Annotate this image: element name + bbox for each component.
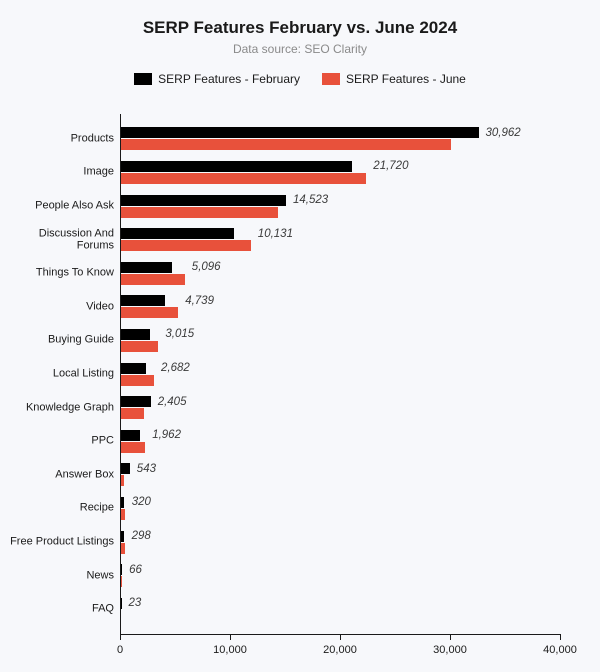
bar-feb [121,598,122,609]
category-label: News [4,569,114,582]
category-label: Discussion And Forums [4,227,114,252]
x-tick [340,634,341,640]
x-tick [230,634,231,640]
value-label: 30,962 [486,127,521,139]
value-label: 320 [132,496,151,508]
bar-jun [121,543,125,554]
bar-feb [121,262,172,273]
category-label: Free Product Listings [4,536,114,549]
legend-swatch-feb [134,73,152,85]
category-label: Knowledge Graph [4,401,114,414]
bar-jun [121,576,122,587]
category-label: Buying Guide [4,334,114,347]
chart-title: SERP Features February vs. June 2024 [0,0,600,38]
bar-jun [121,207,278,218]
category-label: Recipe [4,502,114,515]
bar-jun [121,307,178,318]
value-label: 543 [137,463,156,475]
bar-jun [121,509,125,520]
category-label: FAQ [4,603,114,616]
legend-label-feb: SERP Features - February [158,72,300,86]
legend-label-jun: SERP Features - June [346,72,466,86]
x-tick-label: 20,000 [323,644,357,656]
category-label: Image [4,166,114,179]
x-tick-label: 10,000 [213,644,247,656]
legend-swatch-jun [322,73,340,85]
value-label: 23 [129,597,142,609]
serp-features-chart: SERP Features February vs. June 2024 Dat… [0,0,600,672]
bar-jun [121,139,451,150]
value-label: 2,682 [161,362,190,374]
value-label: 298 [132,530,151,542]
bar-jun [121,341,158,352]
category-label: Video [4,300,114,313]
bar-feb [121,161,352,172]
bar-feb [121,430,140,441]
x-tick [450,634,451,640]
category-label: Answer Box [4,468,114,481]
value-label: 14,523 [293,194,328,206]
value-label: 5,096 [192,261,221,273]
value-label: 4,739 [185,295,214,307]
bar-feb [121,228,234,239]
category-label: People Also Ask [4,200,114,213]
bar-jun [121,475,124,486]
bar-feb [121,127,479,138]
bar-feb [121,396,151,407]
bar-feb [121,363,146,374]
x-tick [120,634,121,640]
category-label: Local Listing [4,368,114,381]
legend-item-jun: SERP Features - June [322,72,466,86]
x-tick-label: 0 [117,644,123,656]
x-tick-label: 30,000 [433,644,467,656]
bar-feb [121,329,150,340]
value-label: 1,962 [152,429,181,441]
category-label: PPC [4,435,114,448]
value-label: 3,015 [165,328,194,340]
bar-feb [121,463,130,474]
category-label: Things To Know [4,267,114,280]
value-label: 2,405 [158,396,187,408]
bar-jun [121,408,144,419]
value-label: 66 [129,564,142,576]
x-tick-label: 40,000 [543,644,577,656]
legend-item-feb: SERP Features - February [134,72,300,86]
x-tick [560,634,561,640]
bar-feb [121,195,286,206]
plot-area: 010,00020,00030,00040,000Products30,962I… [120,114,560,634]
legend: SERP Features - February SERP Features -… [0,72,600,86]
bar-feb [121,497,124,508]
bar-feb [121,295,165,306]
bar-jun [121,274,185,285]
bar-jun [121,442,145,453]
bar-jun [121,240,251,251]
value-label: 10,131 [258,228,293,240]
chart-subtitle: Data source: SEO Clarity [0,42,600,56]
bar-jun [121,173,366,184]
value-label: 21,720 [373,160,408,172]
bar-feb [121,531,124,542]
bar-jun [121,375,154,386]
category-label: Products [4,132,114,145]
